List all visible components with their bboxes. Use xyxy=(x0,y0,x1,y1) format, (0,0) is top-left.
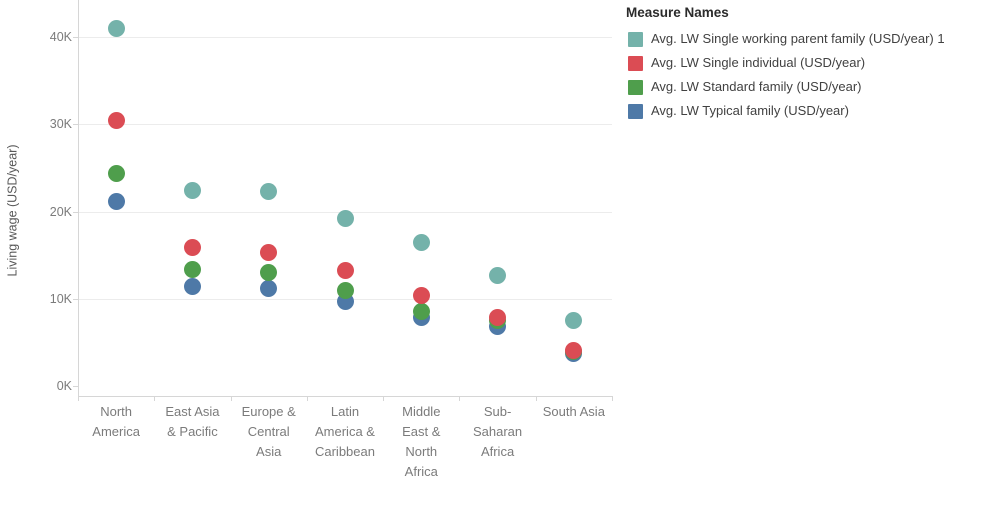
y-tick-mark xyxy=(73,211,78,213)
x-tick-mark xyxy=(459,396,461,401)
data-point[interactable] xyxy=(183,260,201,278)
x-tick-mark xyxy=(154,396,156,401)
category-label[interactable]: Latin America & Caribbean xyxy=(314,404,375,459)
gridline-30000 xyxy=(78,124,612,126)
data-point[interactable] xyxy=(565,312,583,330)
data-point[interactable] xyxy=(260,244,278,262)
x-tick-mark xyxy=(612,396,613,401)
legend-swatch-icon xyxy=(628,31,643,47)
data-point[interactable] xyxy=(107,164,125,182)
x-tick-mark xyxy=(230,396,232,401)
x-tick-mark xyxy=(78,396,79,401)
category-label[interactable]: Europe & Central Asia xyxy=(241,404,296,459)
category-label[interactable]: East Asia & Pacific xyxy=(165,404,220,439)
measure-names-legend: Measure Names Avg. LW Single working par… xyxy=(625,4,997,123)
legend-swatch-icon xyxy=(628,55,643,71)
legend-item[interactable]: Avg. LW Single working parent family (US… xyxy=(625,27,997,51)
data-point[interactable] xyxy=(260,183,278,201)
data-point[interactable] xyxy=(412,286,430,304)
x-axis-line xyxy=(78,396,612,397)
y-tick-label: 0K xyxy=(56,379,72,393)
legend-item[interactable]: Avg. LW Single individual (USD/year) xyxy=(625,51,997,75)
category-label[interactable]: Middle East & North Africa xyxy=(402,404,441,479)
data-point[interactable] xyxy=(260,264,278,282)
data-point[interactable] xyxy=(489,266,507,284)
legend-item-label: Avg. LW Single individual (USD/year) xyxy=(651,55,866,70)
data-point[interactable] xyxy=(336,210,354,228)
y-tick-mark xyxy=(73,124,78,126)
legend-item-label: Avg. LW Typical family (USD/year) xyxy=(651,103,849,118)
data-point[interactable] xyxy=(183,238,201,256)
data-point[interactable] xyxy=(183,182,201,200)
legend-title: Measure Names xyxy=(626,5,729,20)
legend-item[interactable]: Avg. LW Typical family (USD/year) xyxy=(625,99,997,123)
x-tick-mark xyxy=(383,396,385,401)
data-point[interactable] xyxy=(260,279,278,297)
data-point[interactable] xyxy=(565,341,583,359)
gridline-40000 xyxy=(78,37,612,39)
data-point[interactable] xyxy=(107,19,125,37)
y-tick-mark xyxy=(73,37,78,39)
data-point[interactable] xyxy=(183,278,201,296)
x-tick-mark xyxy=(306,396,308,401)
y-tick-label: 20K xyxy=(49,204,72,219)
y-tick-mark xyxy=(73,298,78,300)
data-point[interactable] xyxy=(412,234,430,252)
category-label[interactable]: Sub- Saharan Africa xyxy=(472,404,523,459)
x-tick-mark xyxy=(535,396,537,401)
legend-swatch-icon xyxy=(628,103,643,119)
legend-item[interactable]: Avg. LW Standard family (USD/year) xyxy=(625,75,997,99)
legend-item-label: Avg. LW Single working parent family (US… xyxy=(651,31,945,46)
y-axis-title: Living wage (USD/year) xyxy=(5,144,20,277)
data-point[interactable] xyxy=(336,262,354,280)
data-point[interactable] xyxy=(107,192,125,210)
legend-swatch-icon xyxy=(628,79,643,95)
data-point[interactable] xyxy=(107,111,125,129)
y-tick-mark xyxy=(73,386,78,387)
data-point[interactable] xyxy=(336,281,354,299)
data-point[interactable] xyxy=(412,303,430,321)
y-tick-label: 40K xyxy=(49,30,72,45)
data-point[interactable] xyxy=(489,308,507,326)
legend-items: Avg. LW Single working parent family (US… xyxy=(625,27,997,123)
y-axis-line xyxy=(78,0,79,396)
y-tick-label: 30K xyxy=(49,117,72,132)
category-label[interactable]: South Asia xyxy=(542,404,605,419)
legend-item-label: Avg. LW Standard family (USD/year) xyxy=(651,79,862,94)
category-label[interactable]: North America xyxy=(92,404,140,439)
y-tick-label: 10K xyxy=(49,291,72,306)
